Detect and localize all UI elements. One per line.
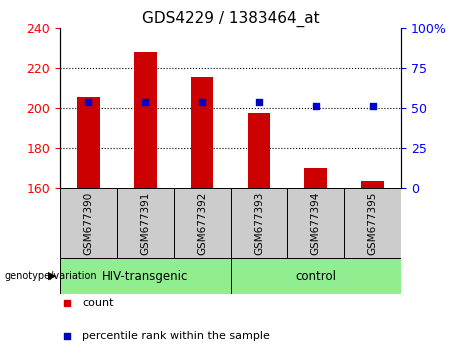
Text: GSM677393: GSM677393	[254, 191, 264, 255]
Text: GSM677395: GSM677395	[367, 191, 378, 255]
Title: GDS4229 / 1383464_at: GDS4229 / 1383464_at	[142, 11, 319, 27]
Text: ▶: ▶	[48, 271, 57, 281]
Point	[63, 333, 71, 339]
Bar	[230, 188, 287, 258]
Bar	[361, 181, 384, 188]
Bar	[230, 258, 401, 294]
Bar	[191, 77, 213, 188]
Point	[255, 99, 263, 104]
Bar	[174, 188, 230, 258]
Point	[312, 103, 319, 109]
Point	[63, 300, 71, 306]
Text: GSM677390: GSM677390	[83, 192, 94, 255]
Point	[85, 99, 92, 104]
Bar	[60, 188, 117, 258]
Bar	[304, 168, 327, 188]
Bar	[344, 188, 401, 258]
Point	[198, 99, 206, 104]
Text: GSM677392: GSM677392	[197, 191, 207, 255]
Bar	[77, 97, 100, 188]
Point	[369, 103, 376, 109]
Text: GSM677391: GSM677391	[140, 191, 150, 255]
Text: genotype/variation: genotype/variation	[5, 271, 97, 281]
Bar	[134, 52, 157, 188]
Text: HIV-transgenic: HIV-transgenic	[102, 270, 189, 282]
Text: count: count	[82, 298, 114, 308]
Bar	[248, 113, 270, 188]
Text: control: control	[296, 270, 336, 282]
Bar	[117, 188, 174, 258]
Bar	[60, 258, 230, 294]
Text: percentile rank within the sample: percentile rank within the sample	[82, 331, 270, 341]
Text: GSM677394: GSM677394	[311, 191, 321, 255]
Point	[142, 99, 149, 104]
Bar	[287, 188, 344, 258]
